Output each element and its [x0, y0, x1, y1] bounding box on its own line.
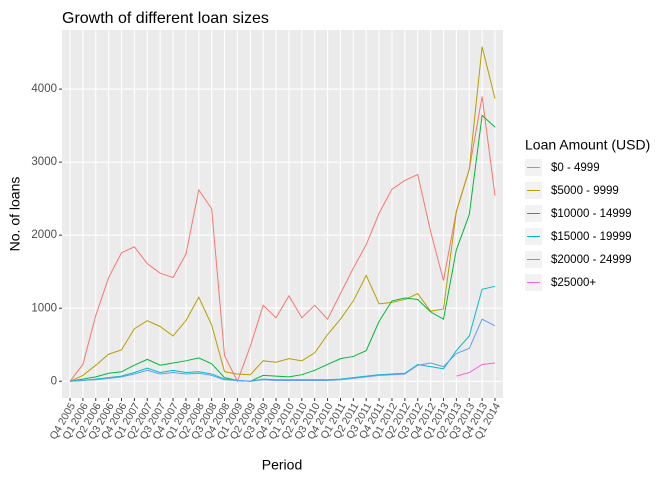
legend-label: $5000 - 9999	[551, 185, 619, 197]
legend: $0 - 4999 $5000 - 9999 $10000 - 14999 $1500…	[525, 159, 632, 291]
lines	[69, 46, 496, 383]
series-line	[69, 285, 496, 382]
y-tick-label: 2000	[31, 229, 57, 241]
y-tick-label: 1000	[31, 302, 57, 314]
series-line	[69, 114, 496, 382]
legend-label: $10000 - 14999	[551, 208, 632, 220]
grid	[62, 30, 503, 398]
legend-label: $0 - 4999	[551, 162, 600, 174]
legend-title: Loan Amount (USD)	[525, 137, 650, 153]
legend-label: $15000 - 19999	[551, 231, 632, 243]
y-axis-label: No. of loans	[7, 177, 23, 252]
x-axis-label: Period	[262, 457, 302, 473]
legend-label: $25000+	[551, 277, 596, 289]
y-tick-label: 3000	[31, 156, 57, 168]
series-line	[456, 362, 496, 377]
chart-title: Growth of different loan sizes	[62, 10, 269, 27]
series-line	[69, 46, 496, 382]
legend-label: $20000 - 24999	[551, 254, 632, 266]
series-line	[69, 96, 496, 383]
y-tick-label: 0	[51, 375, 57, 387]
series-line	[69, 318, 496, 382]
panel	[62, 30, 503, 398]
y-tick-label: 4000	[31, 83, 57, 95]
